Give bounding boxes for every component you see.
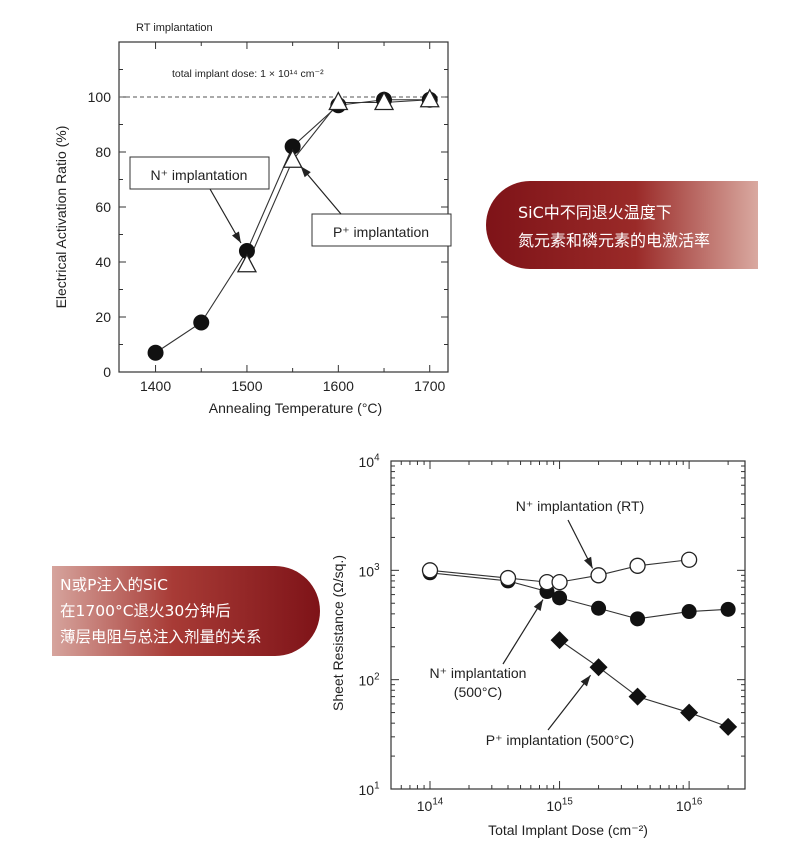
- x-tick-label: 1700: [414, 378, 445, 394]
- n-point: [284, 138, 301, 155]
- p-point: [328, 91, 349, 111]
- caption-bottom-line-1: N或P注入的SiC: [60, 576, 168, 594]
- caption-top: SiC中不同退火温度下 氮元素和磷元素的电激活率: [486, 181, 758, 269]
- y-tick-label: 60: [95, 199, 111, 215]
- chart-title: RT implantation: [136, 22, 213, 34]
- p-point: [373, 91, 395, 111]
- y-tick-label: 100: [88, 89, 112, 105]
- x-axis-label: Annealing Temperature (°C): [209, 400, 382, 416]
- p-arrow-head: [300, 166, 311, 178]
- n-label-box: [129, 156, 270, 190]
- n-point: [238, 243, 255, 259]
- caption-bottom-line-3: 薄层电阻与总注入剂量的关系: [60, 628, 262, 646]
- n-arrow-head: [232, 231, 241, 243]
- p-label: P⁺ implantation: [333, 224, 429, 240]
- n-label: N⁺ implantation: [151, 167, 248, 183]
- y-tick-label: 20: [95, 309, 111, 325]
- caption-top-line-2: 氮元素和磷元素的电激活率: [518, 231, 711, 250]
- caption-bottom-line-2: 在1700°C退火30分钟后: [60, 602, 231, 620]
- x-tick-label: 1600: [323, 378, 354, 394]
- caption-top-line-1: SiC中不同退火温度下: [518, 203, 672, 222]
- x-tick-label: 1400: [140, 378, 171, 394]
- n-point: [193, 314, 210, 331]
- p-point: [419, 88, 440, 108]
- y-tick-label: 80: [95, 144, 111, 160]
- p-label-box: [311, 213, 452, 247]
- y-tick-label: 40: [95, 254, 111, 270]
- p-point: [236, 253, 258, 273]
- n-point: [147, 344, 164, 361]
- dose-annotation: total implant dose: 1 × 10¹⁴ cm⁻²: [172, 68, 324, 80]
- caption-bottom: N或P注入的SiC 在1700°C退火30分钟后 薄层电阻与总注入剂量的关系: [52, 566, 320, 656]
- x-tick-label: 1500: [231, 378, 262, 394]
- y-axis-label: Electrical Activation Ratio (%): [53, 126, 69, 309]
- p-point: [282, 148, 303, 168]
- plot-frame: [118, 41, 449, 373]
- y-tick-label: 0: [103, 364, 111, 380]
